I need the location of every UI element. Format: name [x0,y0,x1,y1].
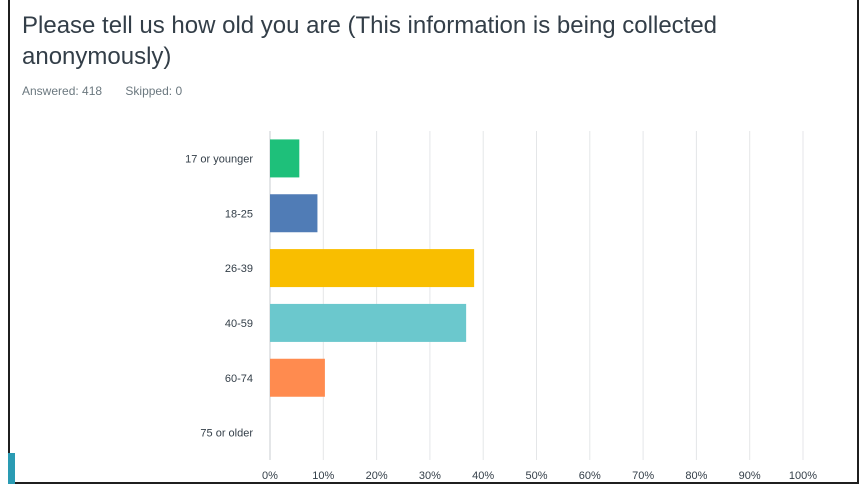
bar[interactable] [270,194,318,233]
skipped-count: Skipped: 0 [125,84,183,98]
x-tick-label: 60% [579,470,601,482]
x-tick-label: 30% [419,470,441,482]
category-labels: 17 or younger 18-25 26-39 40-59 60-74 75 or o… [185,153,253,439]
x-tick-label: 0% [262,470,278,482]
category-label: 40-59 [225,318,253,330]
x-tick-label: 40% [472,470,494,482]
category-label: 75 or older [200,428,253,440]
x-tick-label: 20% [366,470,388,482]
bar[interactable] [270,139,300,178]
tick-labels: 0% 10% 20% 30% 40% 50% 60% 70% 80% 90% 100% [262,470,817,482]
category-label: 17 or younger [185,153,253,165]
chart-frame [8,0,859,484]
bar[interactable] [270,358,325,397]
question-title: Please tell us how old you are (This inf… [22,12,718,70]
x-tick-label: 50% [525,470,547,482]
bar[interactable] [270,249,475,288]
response-stats: Answered: 418 Skipped: 0 [22,84,202,98]
answered-count: Answered: 418 [22,84,103,98]
category-label: 26-39 [225,263,253,275]
bars [270,139,475,397]
x-tick-label: 70% [632,470,654,482]
accent-bar [8,453,15,484]
bar[interactable] [270,303,467,342]
category-label: 18-25 [225,208,253,220]
x-tick-label: 100% [789,470,817,482]
x-tick-label: 90% [739,470,761,482]
category-label: 60-74 [225,373,253,385]
x-tick-label: 80% [685,470,707,482]
grid-lines [269,131,804,460]
x-tick-label: 10% [312,470,334,482]
